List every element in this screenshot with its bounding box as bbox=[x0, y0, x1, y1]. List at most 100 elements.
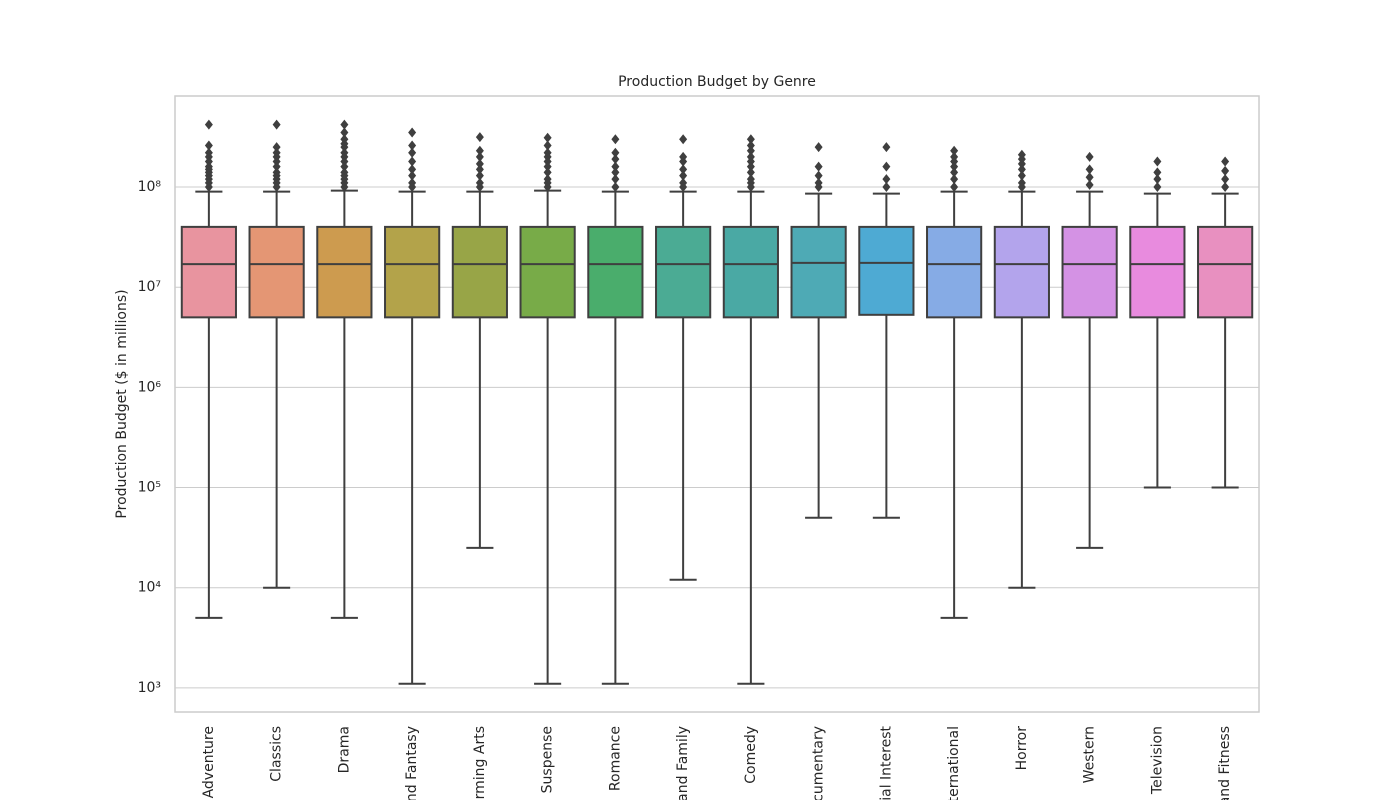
x-tick-label: Western bbox=[1082, 726, 1098, 783]
outlier bbox=[950, 156, 959, 167]
outlier bbox=[408, 147, 417, 158]
outlier bbox=[950, 182, 959, 193]
outlier bbox=[882, 142, 891, 153]
outlier bbox=[814, 170, 823, 181]
box bbox=[858, 225, 915, 316]
outlier bbox=[475, 145, 484, 156]
outlier bbox=[1017, 182, 1026, 193]
outlier bbox=[408, 140, 417, 151]
outlier bbox=[882, 182, 891, 193]
box bbox=[655, 225, 712, 319]
outlier bbox=[340, 127, 349, 138]
outlier bbox=[543, 132, 552, 143]
outlier bbox=[1085, 179, 1094, 190]
outlier bbox=[408, 156, 417, 167]
x-tick-label: nd Fantasy bbox=[404, 726, 420, 800]
outlier bbox=[611, 134, 620, 145]
y-tick-label: 10⁸ bbox=[138, 179, 162, 195]
outlier bbox=[475, 158, 484, 169]
outlier bbox=[1085, 151, 1094, 162]
outlier bbox=[272, 161, 281, 172]
outlier bbox=[340, 156, 349, 167]
x-tick-label: nternational bbox=[946, 726, 962, 800]
outlier bbox=[746, 161, 755, 172]
outlier bbox=[340, 182, 349, 193]
x-tick-label: Classics bbox=[269, 726, 285, 782]
outlier bbox=[1085, 164, 1094, 175]
outlier bbox=[882, 174, 891, 185]
outlier bbox=[204, 119, 213, 130]
outlier bbox=[611, 154, 620, 165]
box bbox=[248, 225, 305, 319]
outlier bbox=[408, 182, 417, 193]
y-tick-label: 10⁶ bbox=[138, 379, 162, 395]
outlier bbox=[1017, 158, 1026, 169]
outlier bbox=[746, 167, 755, 178]
outlier bbox=[814, 142, 823, 153]
x-tick-label: orming Arts bbox=[472, 726, 488, 800]
outlier bbox=[475, 151, 484, 162]
outlier bbox=[408, 127, 417, 138]
outlier bbox=[408, 170, 417, 181]
outlier bbox=[611, 182, 620, 193]
outlier bbox=[1221, 156, 1230, 167]
outlier bbox=[204, 182, 213, 193]
outlier bbox=[746, 182, 755, 193]
x-tick-label: cial Interest bbox=[878, 726, 894, 800]
x-tick-label: Horror bbox=[1014, 726, 1030, 771]
outlier bbox=[272, 119, 281, 130]
box bbox=[587, 225, 644, 319]
y-tick-label: 10⁴ bbox=[138, 580, 162, 596]
box bbox=[1197, 225, 1254, 319]
outlier bbox=[679, 156, 688, 167]
outlier bbox=[1221, 182, 1230, 193]
outlier bbox=[814, 161, 823, 172]
outlier bbox=[950, 145, 959, 156]
outlier bbox=[475, 182, 484, 193]
outlier bbox=[272, 182, 281, 193]
x-tick-label: Adventure bbox=[201, 726, 217, 798]
outlier bbox=[543, 167, 552, 178]
x-tick-label: cumentary bbox=[811, 726, 827, 800]
outlier bbox=[746, 145, 755, 156]
outlier bbox=[543, 156, 552, 167]
x-tick-label: Comedy bbox=[743, 726, 759, 784]
box bbox=[993, 225, 1050, 319]
box bbox=[180, 225, 237, 319]
outlier bbox=[1017, 164, 1026, 175]
outlier bbox=[950, 161, 959, 172]
outlier bbox=[679, 134, 688, 145]
outlier bbox=[1221, 165, 1230, 176]
outlier bbox=[1153, 174, 1162, 185]
outlier bbox=[475, 132, 484, 143]
outlier bbox=[1085, 172, 1094, 183]
outlier bbox=[1153, 182, 1162, 193]
outlier bbox=[204, 140, 213, 151]
outlier bbox=[679, 182, 688, 193]
outlier bbox=[746, 156, 755, 167]
box bbox=[451, 225, 508, 319]
outlier bbox=[814, 182, 823, 193]
plot-frame bbox=[174, 95, 1260, 713]
box bbox=[790, 225, 847, 319]
outlier bbox=[340, 161, 349, 172]
outlier bbox=[475, 164, 484, 175]
outlier bbox=[950, 167, 959, 178]
outlier bbox=[611, 161, 620, 172]
x-tick-label: and Fitness bbox=[1217, 726, 1233, 800]
outlier bbox=[679, 164, 688, 175]
outlier bbox=[340, 142, 349, 153]
outlier bbox=[1221, 174, 1230, 185]
box bbox=[926, 225, 983, 319]
x-tick-label: Drama bbox=[336, 726, 352, 773]
outlier bbox=[1153, 167, 1162, 178]
outlier bbox=[611, 167, 620, 178]
x-tick-label: Romance bbox=[607, 726, 623, 791]
outlier bbox=[272, 142, 281, 153]
outlier bbox=[882, 161, 891, 172]
outlier bbox=[204, 156, 213, 167]
box bbox=[1129, 225, 1186, 319]
outlier bbox=[340, 119, 349, 130]
